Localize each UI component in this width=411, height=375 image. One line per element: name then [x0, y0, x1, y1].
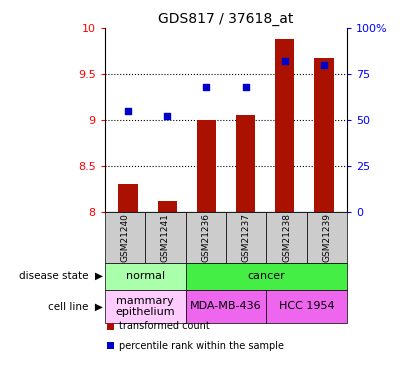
Text: GSM21241: GSM21241 [161, 213, 170, 262]
Point [242, 84, 249, 90]
Bar [118, 184, 138, 212]
Text: GSM21238: GSM21238 [282, 213, 291, 262]
Text: GSM21240: GSM21240 [120, 213, 129, 262]
Point [164, 113, 171, 119]
Title: GDS817 / 37618_at: GDS817 / 37618_at [158, 12, 294, 26]
Bar [197, 120, 216, 212]
Point [203, 84, 210, 90]
Bar [314, 57, 334, 212]
Bar [275, 39, 295, 212]
Text: GSM21236: GSM21236 [201, 213, 210, 262]
Text: GSM21237: GSM21237 [242, 213, 251, 262]
Bar [236, 116, 255, 212]
Point [282, 58, 288, 64]
Point [125, 108, 132, 114]
Text: percentile rank within the sample: percentile rank within the sample [119, 341, 284, 351]
Text: MDA-MB-436: MDA-MB-436 [190, 302, 262, 311]
Text: GSM21239: GSM21239 [323, 213, 332, 262]
Text: mammary
epithelium: mammary epithelium [115, 296, 175, 317]
Text: normal: normal [126, 271, 165, 281]
Text: cancer: cancer [247, 271, 285, 281]
Text: cell line  ▶: cell line ▶ [48, 302, 103, 311]
Text: transformed count: transformed count [119, 321, 210, 331]
Text: disease state  ▶: disease state ▶ [19, 271, 103, 281]
Text: HCC 1954: HCC 1954 [279, 302, 335, 311]
Bar [157, 201, 177, 212]
Point [321, 62, 327, 68]
